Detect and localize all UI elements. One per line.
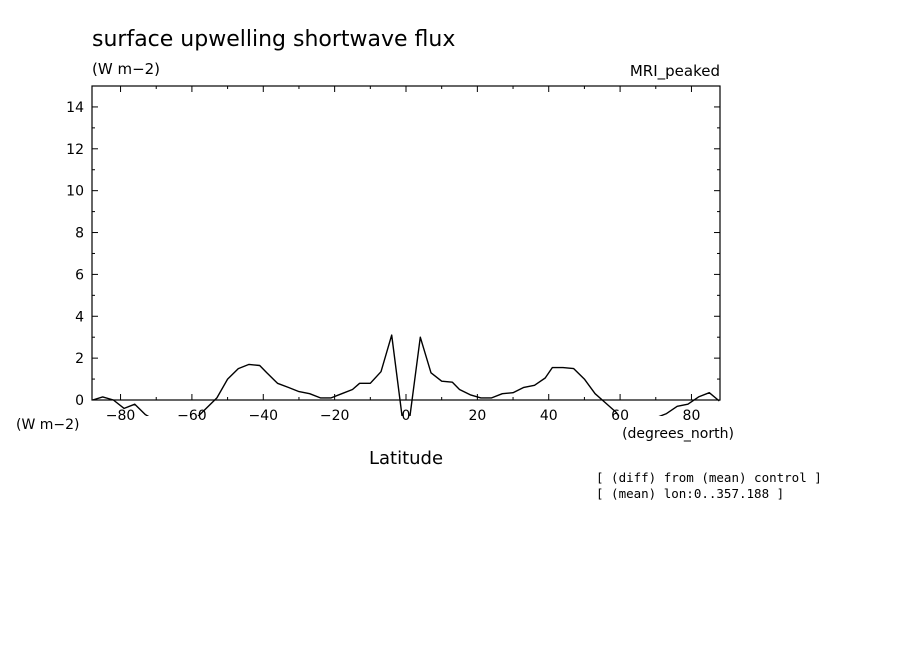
model-label: MRI_peaked [630, 62, 720, 81]
chart-title: surface upwelling shortwave flux [92, 27, 455, 52]
y-tick-label: 8 [75, 226, 84, 242]
y-tick-label: 0 [75, 393, 84, 409]
x-tick-label: 40 [540, 408, 558, 424]
x-axis-units-label: (degrees_north) [622, 426, 734, 442]
x-tick-label: −40 [248, 408, 278, 424]
y-tick-label: 6 [75, 267, 84, 283]
x-tick-label: −80 [106, 408, 136, 424]
x-axis-title: Latitude [369, 448, 443, 469]
y-tick-label: 4 [75, 309, 84, 325]
y-axis-units-label: (W m−2) [16, 417, 80, 433]
chart-units: (W m−2) [92, 60, 160, 78]
plot-frame [91, 85, 721, 401]
y-tick-label: 14 [66, 100, 84, 116]
note-line-2: [ (mean) lon:0..357.188 ] [596, 486, 784, 501]
x-tick-label: 20 [468, 408, 486, 424]
x-tick-label: 0 [402, 408, 411, 424]
series-layer [92, 334, 720, 416]
note-line-1: [ (diff) from (mean) control ] [596, 470, 822, 485]
y-tick-label: 12 [66, 142, 84, 158]
x-axis: −80 −60 −40 −20 0 20 40 60 80 [106, 86, 701, 424]
y-tick-label: 2 [75, 351, 84, 367]
y-tick-label: 10 [66, 184, 84, 200]
x-tick-label: 80 [683, 408, 701, 424]
series-line-0 [92, 334, 720, 416]
x-tick-label: −60 [177, 408, 207, 424]
x-tick-label: −20 [320, 408, 350, 424]
y-axis: 0 2 4 6 8 10 12 14 [66, 85, 720, 409]
